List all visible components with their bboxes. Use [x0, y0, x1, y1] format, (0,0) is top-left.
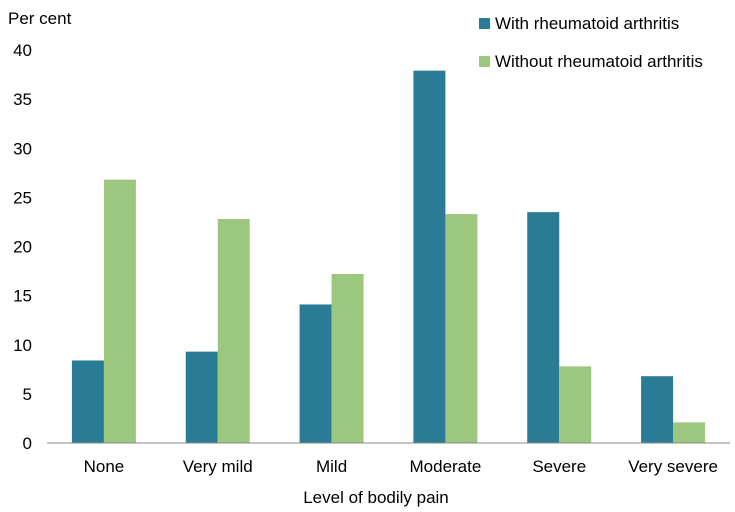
bar-series-0-0	[71, 360, 104, 443]
bar-series-0-1	[185, 351, 218, 443]
x-tick-label: Very mild	[183, 457, 253, 476]
y-tick-label: 40	[13, 41, 32, 60]
bar-series-1-0	[103, 179, 136, 443]
bar-series-0-4	[527, 212, 560, 443]
bar-series-1-1	[217, 218, 250, 443]
y-tick-label: 15	[13, 287, 32, 306]
x-tick-label: Severe	[532, 457, 586, 476]
legend-swatch	[479, 56, 490, 67]
bar-series-1-5	[673, 422, 706, 443]
x-tick-label: Very severe	[628, 457, 718, 476]
x-axis-title: Level of bodily pain	[303, 488, 449, 507]
legend-label: With rheumatoid arthritis	[495, 14, 679, 33]
x-axis-tick-labels: None Very mild Mild Moderate Severe Very seve…	[84, 457, 718, 476]
legend-label: Without rheumatoid arthritis	[495, 52, 703, 71]
legend: With rheumatoid arthritis Without rheumat…	[479, 14, 703, 71]
y-tick-label: 10	[13, 336, 32, 355]
y-axis-title: Per cent	[8, 9, 72, 28]
x-tick-label: Mild	[316, 457, 347, 476]
y-tick-label: 35	[13, 90, 32, 109]
bar-series-1-3	[445, 214, 478, 443]
bar-series-0-3	[413, 70, 446, 443]
bar-series-1-4	[559, 366, 592, 443]
x-tick-label: None	[84, 457, 125, 476]
bar-series-1-2	[331, 274, 364, 443]
bars	[71, 70, 706, 443]
y-axis-ticks: 0 5 10 15 20 25 30 35 40	[13, 41, 32, 453]
legend-swatch	[479, 18, 490, 29]
y-tick-label: 30	[13, 139, 32, 158]
bar-series-0-2	[299, 304, 332, 443]
bar-series-0-5	[641, 376, 674, 443]
x-tick-label: Moderate	[410, 457, 482, 476]
y-tick-label: 0	[23, 434, 32, 453]
y-tick-label: 25	[13, 188, 32, 207]
y-tick-label: 5	[23, 385, 32, 404]
y-tick-label: 20	[13, 238, 32, 257]
